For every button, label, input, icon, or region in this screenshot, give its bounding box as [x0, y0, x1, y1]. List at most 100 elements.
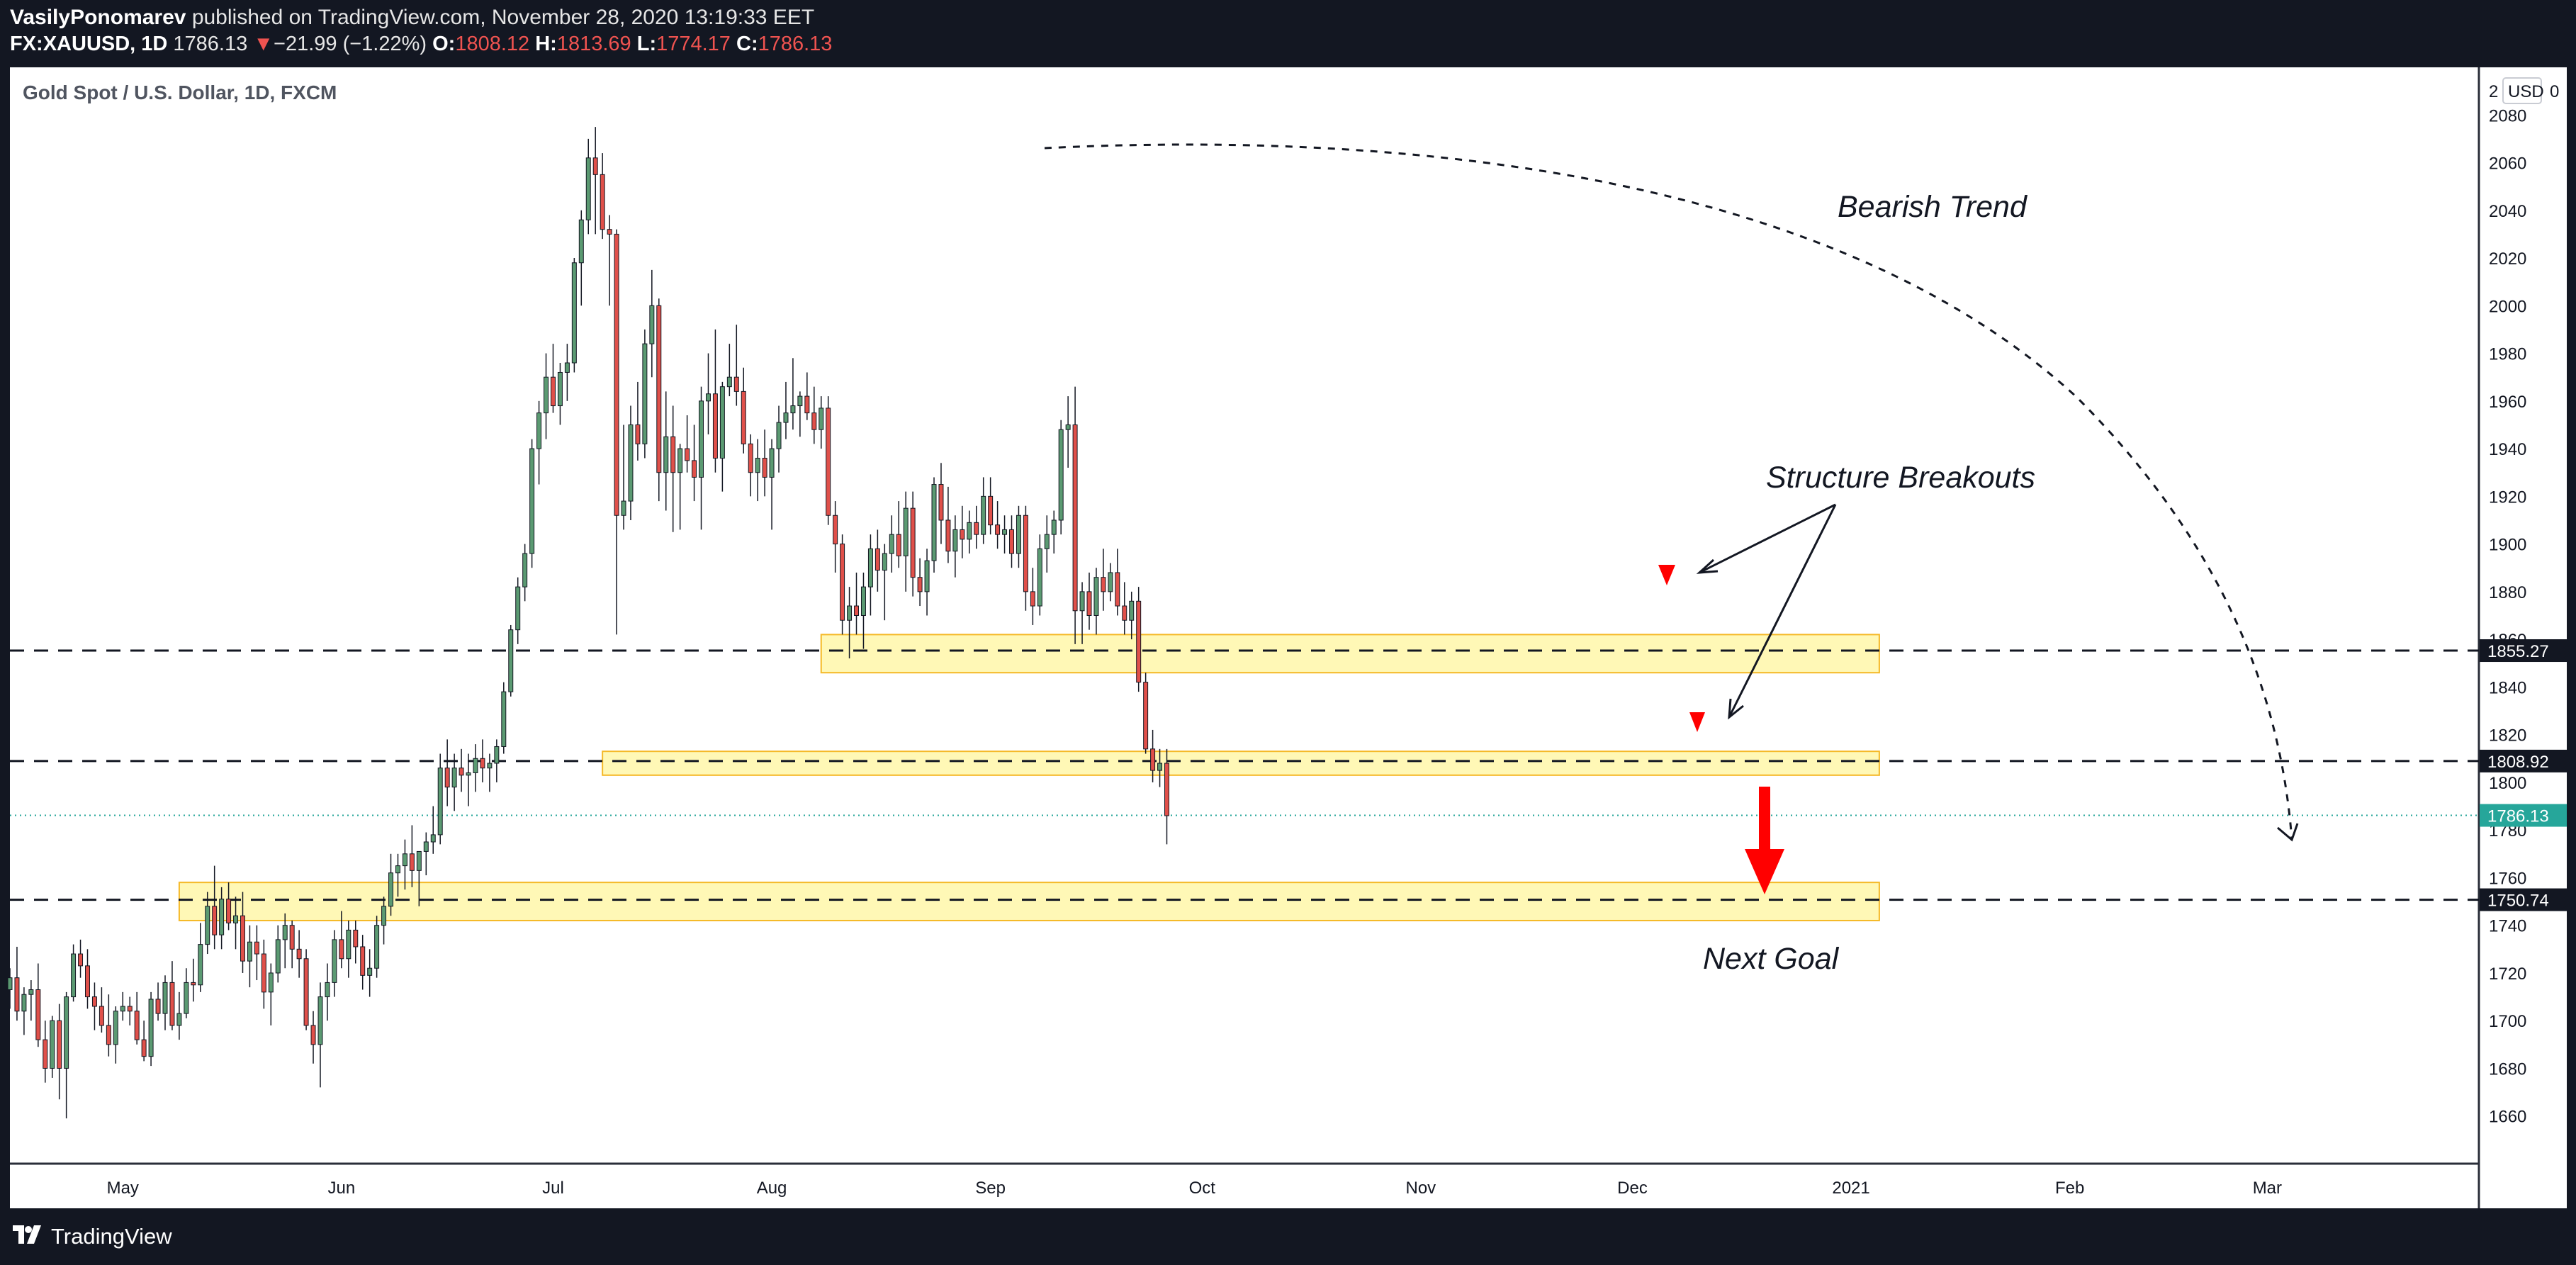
time-axis[interactable]: [10, 1164, 2567, 1208]
x-tick-label: Mar: [2253, 1179, 2282, 1198]
price-level-badge: [2480, 888, 2567, 911]
candle-body: [444, 768, 450, 788]
candle-body: [854, 605, 860, 617]
next-goal-label: Next Goal: [1703, 942, 1840, 976]
candle-body: [99, 1006, 104, 1026]
candle-body: [1108, 572, 1113, 592]
breakout-pointer-head-2: [1728, 698, 1744, 720]
candle-body: [289, 925, 295, 950]
candle-body: [840, 544, 845, 621]
candle-body: [1002, 529, 1008, 535]
candle-body: [699, 400, 704, 478]
candle-body: [882, 553, 887, 571]
y-tick-label: 2020: [2489, 249, 2526, 269]
candle-body: [988, 495, 994, 526]
candle-body: [148, 999, 154, 1057]
candle-body: [550, 376, 556, 407]
x-tick-label: Jun: [327, 1179, 355, 1198]
candle-body: [134, 1011, 140, 1040]
candle-body: [804, 395, 810, 414]
change-arrow: ▼: [253, 33, 274, 55]
open-label: O:: [432, 33, 456, 55]
candle-body: [282, 925, 288, 940]
candle-body: [1079, 591, 1085, 612]
candle-body: [1016, 515, 1021, 554]
y-tick-label: 1740: [2489, 917, 2526, 936]
close-value: 1786.13: [758, 33, 833, 55]
candle-body: [1072, 424, 1078, 612]
y-tick-label: 1920: [2489, 488, 2526, 507]
candle-body: [614, 233, 619, 516]
footer-bar: TradingView: [0, 1208, 2576, 1265]
last-price-badge: [2480, 804, 2567, 827]
breakout-marker-2: [1689, 712, 1705, 732]
x-tick-label: Dec: [1617, 1179, 1648, 1198]
candle-body: [57, 1020, 62, 1069]
target-arrow-shaft: [1759, 787, 1770, 858]
price-axis[interactable]: [2479, 67, 2567, 1164]
y-tick-label: 1680: [2489, 1059, 2526, 1079]
candle-body: [557, 371, 563, 407]
target-arrow-head: [1745, 849, 1784, 894]
candle-body: [585, 157, 591, 220]
support-zone-1: [820, 634, 1880, 674]
candle-body: [184, 982, 189, 1014]
price-level-label: 1750.74: [2487, 892, 2549, 911]
candle-body: [155, 999, 161, 1014]
candle-body: [325, 982, 330, 998]
support-zone-3: [178, 882, 1880, 921]
candle-body: [430, 834, 436, 843]
candle-body: [889, 534, 894, 554]
candle-body: [162, 982, 168, 1014]
chart-header: VasilyPonomarev published on TradingView…: [0, 0, 2576, 67]
candle-body: [247, 941, 252, 962]
candle-body: [719, 386, 725, 459]
candle-body: [466, 772, 471, 776]
plot-area[interactable]: [10, 67, 2479, 1164]
candle-body: [50, 1020, 55, 1069]
candle-body: [931, 484, 937, 561]
candle-body: [790, 405, 796, 414]
candle-body: [7, 977, 13, 990]
candle-body: [917, 577, 923, 592]
candle-body: [360, 946, 366, 976]
candle-body: [1030, 591, 1035, 607]
candle-body: [797, 395, 803, 407]
bearish-trend-arc: [1044, 143, 2293, 840]
publication-info: VasilyPonomarev published on TradingView…: [10, 6, 814, 30]
candle-body: [755, 458, 760, 473]
x-tick-label: Sep: [975, 1179, 1006, 1198]
x-tick-label: 2021: [1832, 1179, 1869, 1198]
candle-body: [1129, 600, 1135, 621]
currency-badge[interactable]: [2502, 77, 2542, 104]
candle-body: [741, 390, 746, 444]
tradingview-logo-icon[interactable]: [11, 1221, 44, 1249]
candle-body: [141, 1039, 147, 1057]
y-tick-label: 1760: [2489, 869, 2526, 888]
candle-body: [191, 982, 196, 986]
candle-body: [233, 915, 239, 923]
candle-body: [409, 853, 415, 871]
candle-body: [726, 376, 732, 388]
tradingview-brand[interactable]: TradingView: [51, 1224, 172, 1249]
candle-body: [515, 586, 521, 631]
y-tick-label: 1720: [2489, 965, 2526, 984]
candle-body: [416, 850, 422, 871]
y-tick-label: 1700: [2489, 1012, 2526, 1031]
candle-body: [1065, 424, 1071, 430]
candle-body: [600, 174, 605, 230]
candle-body: [106, 1025, 111, 1045]
breakout-pointer-line-2: [1728, 504, 1837, 718]
author-name[interactable]: VasilyPonomarev: [10, 6, 186, 29]
candle-body: [826, 407, 831, 516]
candle-body: [339, 939, 344, 960]
last-price-label: 1786.13: [2487, 807, 2549, 826]
candle-body: [607, 229, 612, 235]
open-value: 1808.12: [455, 33, 530, 55]
candle-body: [374, 925, 380, 969]
candle-body: [974, 522, 979, 535]
candle-body: [303, 958, 309, 1026]
candle-body: [367, 967, 373, 976]
candle-body: [748, 443, 753, 473]
